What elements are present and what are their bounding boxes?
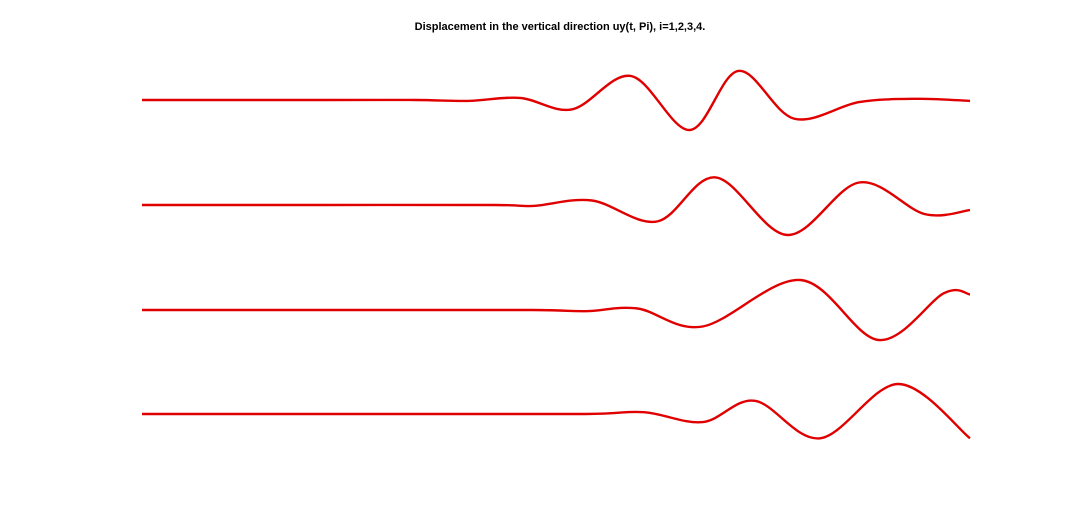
series-line-1 (142, 69, 971, 132)
series-line-2 (142, 176, 971, 237)
series-line-4 (141, 382, 971, 440)
series-line-3 (142, 278, 971, 342)
chart-title: Displacement in the vertical direction u… (414, 21, 706, 33)
